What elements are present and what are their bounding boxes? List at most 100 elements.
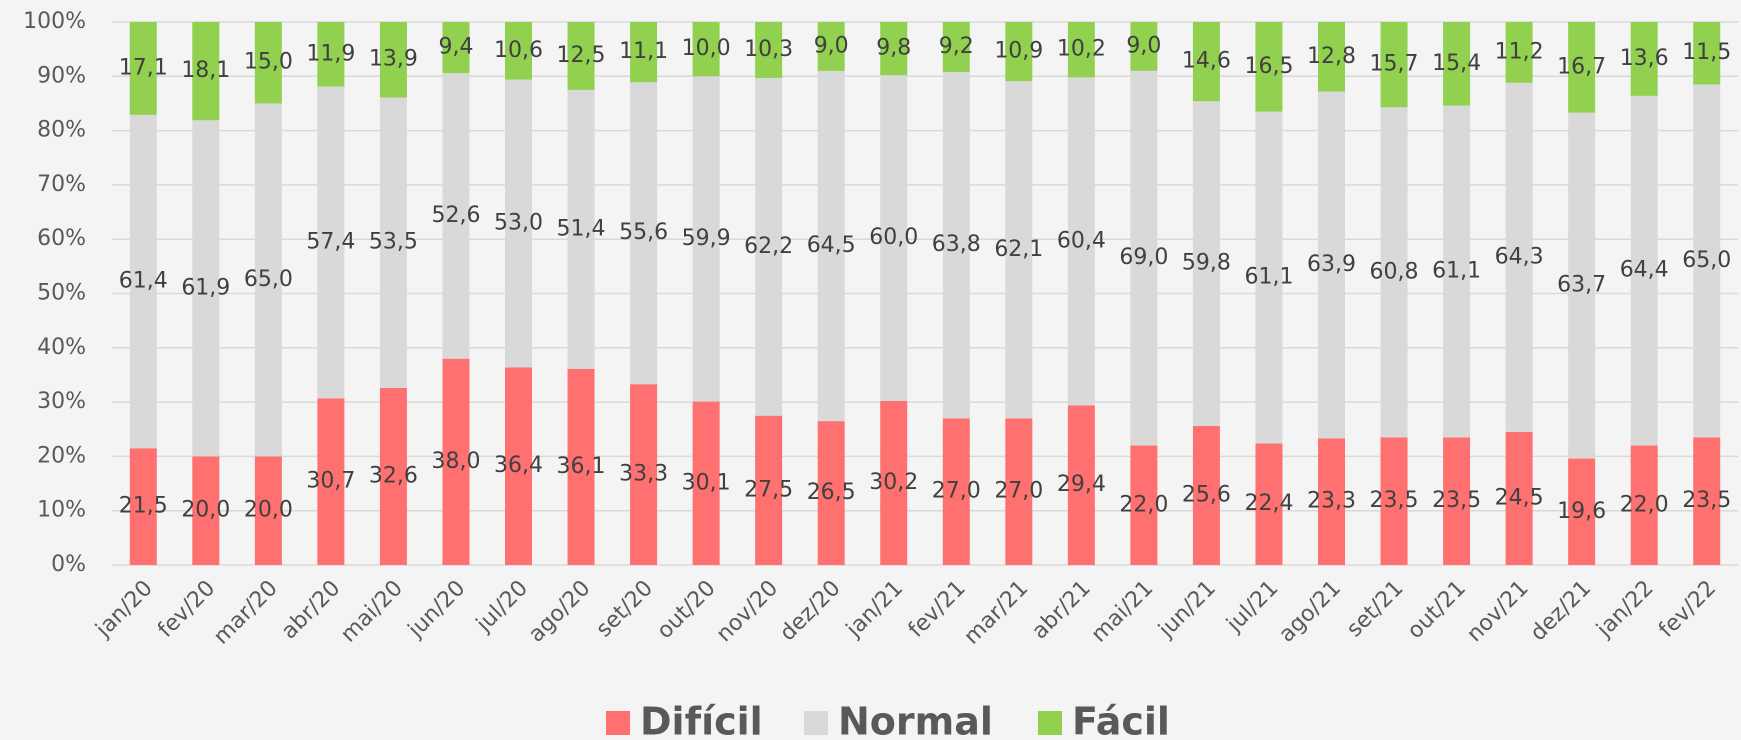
data-label: 30,7 xyxy=(306,469,355,494)
y-tick-label: 0% xyxy=(51,552,86,577)
bar-segment xyxy=(1318,22,1345,92)
bar-segment xyxy=(817,421,845,565)
data-label: 10,0 xyxy=(682,36,731,61)
bar-segment xyxy=(942,71,970,419)
bar-segment xyxy=(254,103,282,457)
bar-segment xyxy=(1630,445,1658,565)
bar-segment xyxy=(1192,425,1220,565)
data-label: 10,3 xyxy=(744,37,793,62)
bar-segment xyxy=(942,418,970,565)
bar-segment xyxy=(567,368,595,565)
x-tick-label: mai/21 xyxy=(1087,576,1159,648)
bar-segment xyxy=(692,22,720,77)
data-label: 9,0 xyxy=(1126,33,1161,58)
bar-segment xyxy=(880,75,908,402)
data-label: 61,9 xyxy=(181,275,230,300)
bar-segment xyxy=(442,73,470,359)
data-label: 23,5 xyxy=(1432,488,1481,513)
bar-segment xyxy=(1505,22,1533,83)
data-label: 36,4 xyxy=(494,453,543,478)
x-tick-label: fev/22 xyxy=(1654,576,1721,643)
bar-segment xyxy=(379,97,407,388)
x-tick-label: out/21 xyxy=(1403,576,1471,644)
data-label: 16,5 xyxy=(1244,54,1293,79)
data-label: 22,0 xyxy=(1620,492,1669,517)
y-tick-label: 40% xyxy=(37,335,86,360)
y-tick-label: 90% xyxy=(37,63,86,88)
data-label: 65,0 xyxy=(1682,248,1731,273)
data-label: 27,5 xyxy=(744,477,793,502)
data-label: 60,4 xyxy=(1057,228,1106,253)
x-tick-label: ago/20 xyxy=(524,576,596,648)
data-label: 15,7 xyxy=(1370,52,1419,77)
x-tick-label: jan/20 xyxy=(91,576,158,643)
legend-label: Difícil xyxy=(640,700,763,740)
data-label: 53,0 xyxy=(494,210,543,235)
bar-segment xyxy=(630,22,658,83)
bar-segment xyxy=(1067,405,1095,565)
data-label: 63,7 xyxy=(1557,273,1606,298)
data-label: 11,5 xyxy=(1682,40,1731,65)
x-tick-label: nov/20 xyxy=(712,576,783,647)
bar-segment xyxy=(1067,77,1095,406)
data-label: 60,8 xyxy=(1370,259,1419,284)
data-label: 61,1 xyxy=(1244,264,1293,289)
bar-segment xyxy=(442,358,470,565)
bar-segment xyxy=(1443,22,1471,106)
bar-segment xyxy=(1255,22,1283,112)
data-label: 30,2 xyxy=(869,470,918,495)
bar-segment xyxy=(442,22,470,74)
legend-swatch xyxy=(804,711,828,735)
bar-segment xyxy=(817,22,845,71)
data-label: 10,9 xyxy=(994,39,1043,64)
x-tick-label: jan/22 xyxy=(1592,576,1659,643)
data-label: 11,1 xyxy=(619,39,668,64)
data-label: 27,0 xyxy=(932,479,981,504)
data-label: 16,7 xyxy=(1557,54,1606,79)
legend-swatch xyxy=(606,711,630,735)
data-label: 10,2 xyxy=(1057,37,1106,62)
x-tick-label: set/20 xyxy=(592,576,658,642)
bar-segment xyxy=(317,22,345,87)
bar-segment xyxy=(129,22,157,115)
data-label: 15,0 xyxy=(244,50,293,75)
x-tick-label: set/21 xyxy=(1342,576,1408,642)
data-label: 61,1 xyxy=(1432,259,1481,284)
y-tick-label: 100% xyxy=(23,9,86,34)
data-label: 65,0 xyxy=(244,267,293,292)
data-label: 52,6 xyxy=(431,203,480,228)
data-label: 57,4 xyxy=(306,229,355,254)
data-label: 29,4 xyxy=(1057,472,1106,497)
data-label: 10,6 xyxy=(494,38,543,63)
data-label: 14,6 xyxy=(1182,49,1231,74)
bar-segment xyxy=(192,120,220,457)
bar-segment xyxy=(1443,105,1471,438)
x-tick-label: ago/21 xyxy=(1274,576,1346,648)
bar-segment xyxy=(880,401,908,565)
x-tick-label: jun/21 xyxy=(1153,576,1220,643)
bar-segment xyxy=(1130,445,1158,565)
bar-segment xyxy=(1130,22,1158,71)
bar-segment xyxy=(505,22,532,80)
data-label: 38,0 xyxy=(431,449,480,474)
data-label: 13,6 xyxy=(1620,46,1669,71)
x-tick-label: mar/20 xyxy=(209,576,283,650)
y-tick-label: 30% xyxy=(37,389,86,414)
data-label: 63,9 xyxy=(1307,252,1356,277)
x-tick-label: jun/20 xyxy=(403,576,470,643)
bar-segment xyxy=(1380,22,1408,108)
bar-segment xyxy=(505,367,532,565)
bar-segment xyxy=(1568,458,1596,565)
data-label: 12,5 xyxy=(557,43,606,68)
bar-segment xyxy=(317,398,345,565)
legend-label: Fácil xyxy=(1072,700,1170,740)
bar-segment xyxy=(379,22,407,98)
data-label: 21,5 xyxy=(119,494,168,519)
y-tick-label: 70% xyxy=(37,172,86,197)
data-label: 61,4 xyxy=(119,269,168,294)
bar-segment xyxy=(1005,418,1033,565)
data-label: 9,4 xyxy=(438,35,473,60)
data-label: 11,9 xyxy=(306,41,355,66)
data-label: 51,4 xyxy=(557,216,606,241)
